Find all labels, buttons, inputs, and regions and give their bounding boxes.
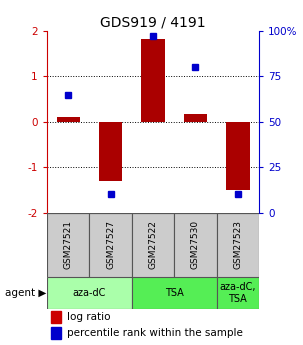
Text: TSA: TSA bbox=[165, 288, 184, 298]
Bar bbox=[226, 122, 250, 190]
Text: GSM27522: GSM27522 bbox=[148, 220, 158, 269]
Bar bbox=[184, 114, 207, 122]
Bar bbox=[51, 310, 61, 323]
Text: aza-dC,
TSA: aza-dC, TSA bbox=[220, 282, 256, 304]
Bar bbox=[141, 39, 165, 122]
FancyBboxPatch shape bbox=[217, 213, 259, 277]
FancyBboxPatch shape bbox=[132, 277, 217, 309]
FancyBboxPatch shape bbox=[47, 213, 89, 277]
FancyBboxPatch shape bbox=[132, 213, 174, 277]
FancyBboxPatch shape bbox=[217, 277, 259, 309]
FancyBboxPatch shape bbox=[47, 277, 132, 309]
Bar bbox=[99, 122, 122, 181]
Bar bbox=[51, 327, 61, 339]
Text: GSM27530: GSM27530 bbox=[191, 220, 200, 269]
Bar bbox=[56, 117, 80, 122]
Text: percentile rank within the sample: percentile rank within the sample bbox=[67, 328, 243, 338]
Text: GSM27523: GSM27523 bbox=[233, 220, 242, 269]
Text: aza-dC: aza-dC bbox=[73, 288, 106, 298]
Text: log ratio: log ratio bbox=[67, 312, 111, 322]
FancyBboxPatch shape bbox=[89, 213, 132, 277]
Text: GSM27527: GSM27527 bbox=[106, 220, 115, 269]
FancyBboxPatch shape bbox=[174, 213, 217, 277]
Text: GSM27521: GSM27521 bbox=[64, 220, 73, 269]
Title: GDS919 / 4191: GDS919 / 4191 bbox=[100, 16, 206, 30]
Text: agent ▶: agent ▶ bbox=[5, 288, 46, 298]
